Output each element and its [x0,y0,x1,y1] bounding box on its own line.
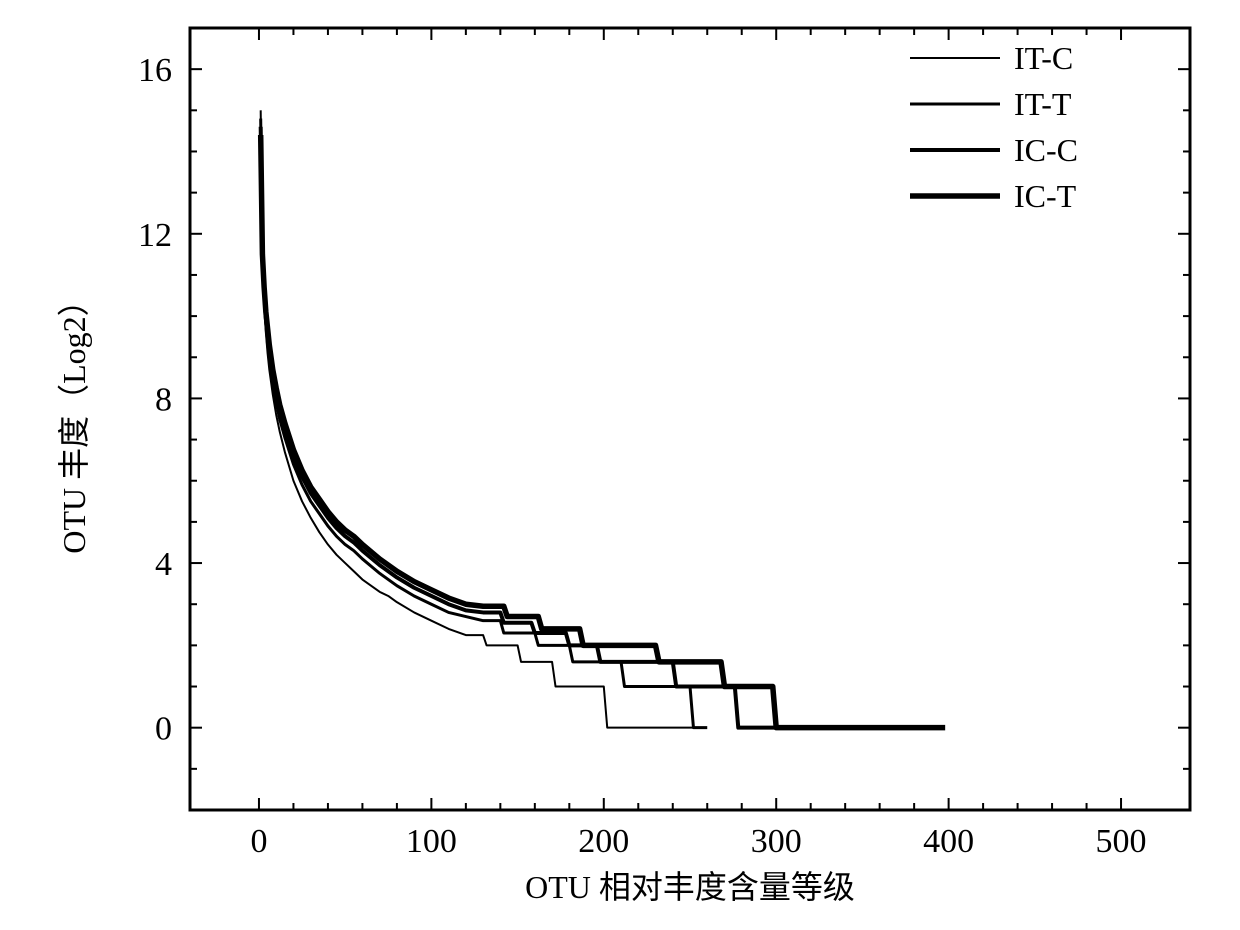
legend-label: IC-T [1014,178,1077,214]
legend-label: IT-C [1014,40,1073,76]
y-tick-label: 12 [138,217,172,254]
series-IC-T [261,135,945,728]
x-axis-title: OTU 相对丰度含量等级 [525,869,855,905]
x-tick-label: 300 [751,823,802,860]
rank-abundance-chart: 0 100 200 300 400 500 OTU 相对丰度含量等级 0 4 8 12 16 OTU 丰… [0,0,1240,930]
series-IC-C [261,127,777,728]
y-tick-label: 0 [155,711,172,748]
x-tick-label: 200 [578,823,629,860]
y-tick-label: 16 [138,52,172,89]
chart-svg: 0 100 200 300 400 500 OTU 相对丰度含量等级 0 4 8 12 16 OTU 丰… [0,0,1240,930]
x-tick-label: 100 [406,823,457,860]
x-tick-label: 400 [923,823,974,860]
legend-label: IC-C [1014,132,1078,168]
y-tick-label: 4 [155,546,172,583]
y-tick-label: 8 [155,381,172,418]
series-IT-C [261,110,699,727]
x-tick-label: 0 [250,823,267,860]
legend-label: IT-T [1014,86,1072,122]
y-axis-title: OTU 丰度（Log2） [56,284,92,553]
x-tick-label: 500 [1096,823,1147,860]
